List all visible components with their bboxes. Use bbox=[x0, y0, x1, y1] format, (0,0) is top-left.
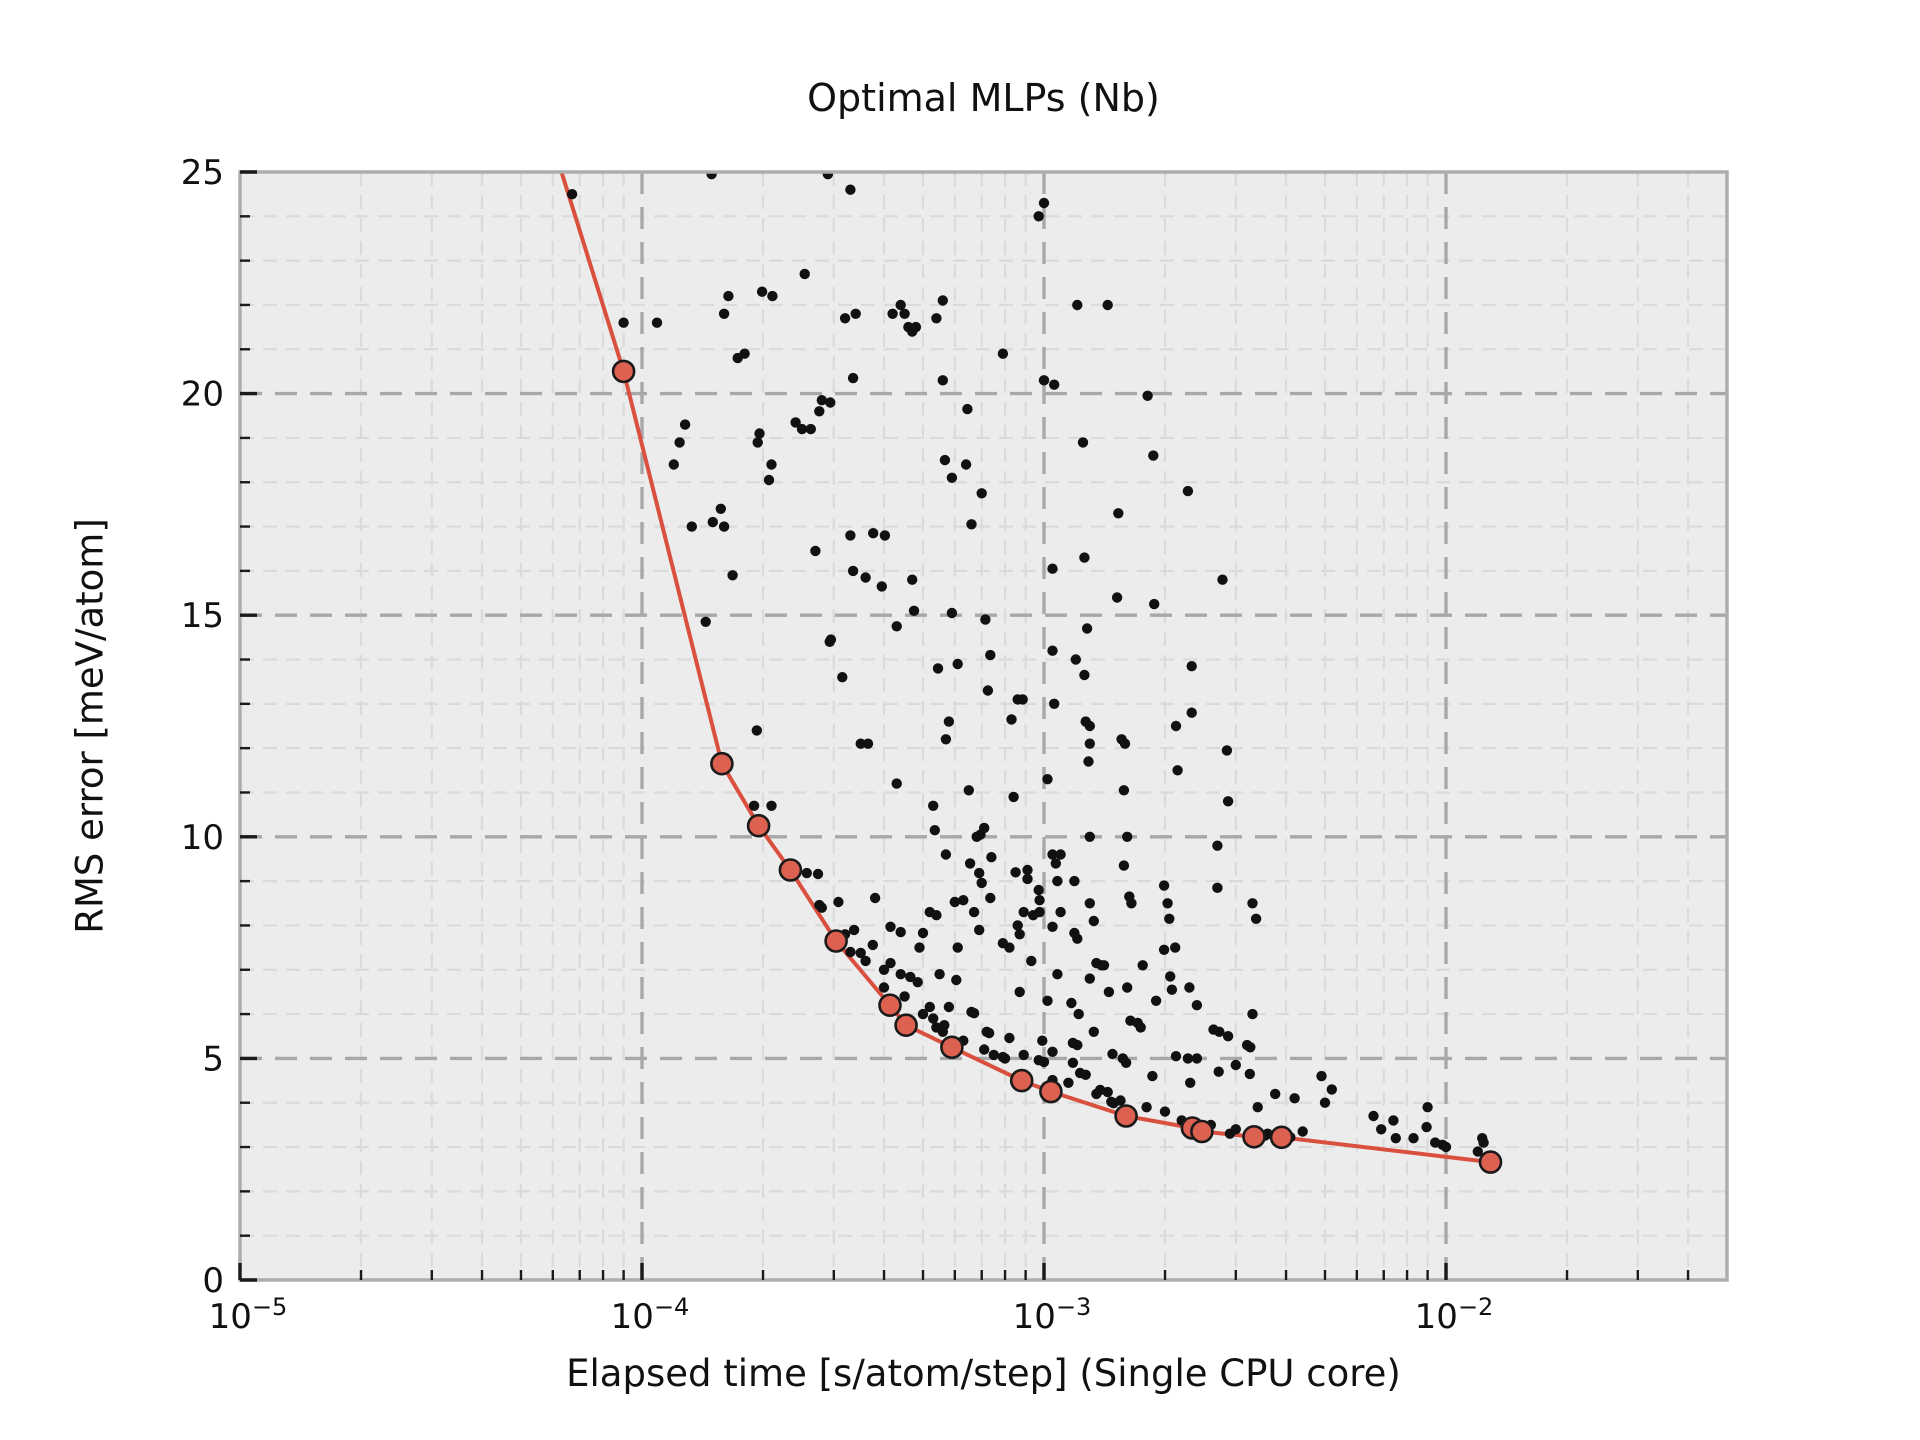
y-axis-label: RMS error [meV/atom] bbox=[68, 518, 112, 934]
plot-frame bbox=[238, 170, 1729, 1282]
x-tick-label: 10−3 bbox=[1013, 1293, 1092, 1337]
y-tick-label: 5 bbox=[202, 1039, 224, 1079]
axis-ticks bbox=[238, 170, 1690, 1282]
y-tick-label: 15 bbox=[181, 596, 224, 636]
y-tick-label: 0 bbox=[202, 1261, 224, 1301]
grid-minor bbox=[240, 172, 1727, 1280]
plot-background bbox=[240, 172, 1727, 1280]
chart-title: Optimal MLPs (Nb) bbox=[807, 76, 1160, 120]
y-tick-labels: 0 5 10 15 20 25 bbox=[181, 153, 224, 1301]
x-tick-labels: 10−5 10−4 10−3 10−2 bbox=[209, 1293, 1494, 1337]
x-axis-label: Elapsed time [s/atom/step] (Single CPU c… bbox=[566, 1352, 1401, 1395]
pareto-markers bbox=[611, 359, 1503, 1174]
y-tick-label: 25 bbox=[181, 153, 224, 193]
scatter-points bbox=[566, 172, 1489, 1157]
y-tick-label: 20 bbox=[181, 375, 224, 415]
y-tick-label: 10 bbox=[181, 818, 224, 858]
x-tick-label: 10−4 bbox=[611, 1293, 690, 1337]
x-tick-label: 10−2 bbox=[1415, 1293, 1494, 1337]
